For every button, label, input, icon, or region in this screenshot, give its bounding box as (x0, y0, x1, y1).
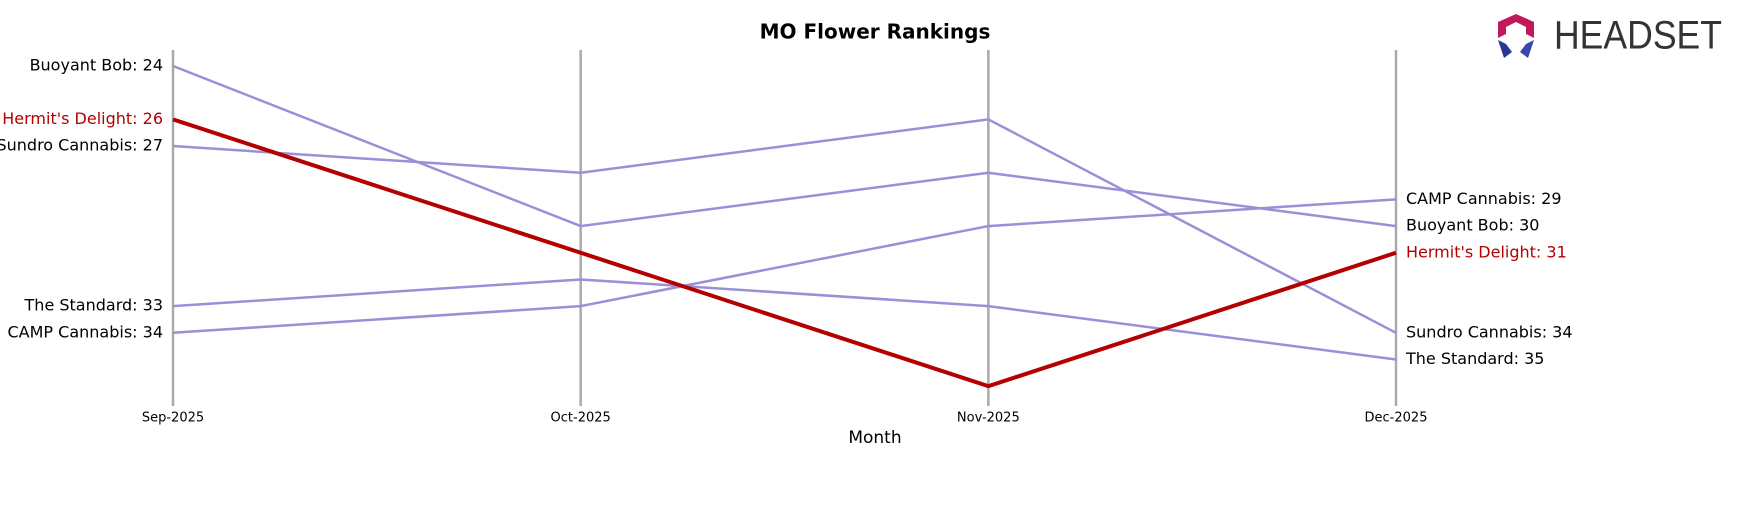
start-label: The Standard: 33 (24, 296, 163, 315)
start-label: CAMP Cannabis: 34 (8, 322, 164, 341)
series-line (172, 278, 1397, 361)
series-line (172, 198, 1397, 335)
end-label: Sundro Cannabis: 34 (1406, 322, 1573, 341)
end-label: Buoyant Bob: 30 (1406, 216, 1539, 235)
logo-mark (1520, 40, 1534, 58)
x-tick-label: Sep-2025 (142, 411, 204, 426)
logo-mark (1498, 40, 1512, 58)
brand-name: HEADSET (1554, 14, 1722, 58)
end-label: The Standard: 35 (1405, 349, 1544, 368)
chart-title: MO Flower Rankings (760, 20, 991, 44)
series-line (172, 117, 1397, 389)
x-tick-label: Nov-2025 (957, 411, 1020, 426)
x-tick-label: Dec-2025 (1365, 411, 1428, 426)
x-tick-label: Oct-2025 (551, 411, 611, 426)
start-label: Buoyant Bob: 24 (30, 56, 163, 75)
start-label: Hermit's Delight: 26 (2, 109, 163, 128)
start-label: Sundro Cannabis: 27 (0, 136, 163, 155)
brand-logo: HEADSET (1498, 14, 1722, 58)
x-axis-label: Month (848, 428, 901, 448)
end-label: Hermit's Delight: 31 (1406, 242, 1567, 261)
series-line (172, 64, 1397, 228)
end-label: CAMP Cannabis: 29 (1406, 189, 1562, 208)
series-line (172, 118, 1397, 334)
logo-mark (1498, 14, 1534, 38)
